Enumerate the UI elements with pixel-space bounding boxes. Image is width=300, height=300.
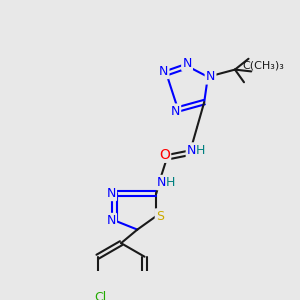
Text: S: S	[156, 209, 164, 223]
Text: N: N	[157, 176, 167, 189]
Text: N: N	[106, 187, 116, 200]
Text: N: N	[171, 105, 180, 118]
Text: O: O	[159, 148, 170, 162]
Text: H: H	[196, 143, 205, 157]
Text: N: N	[206, 70, 215, 83]
Text: N: N	[106, 214, 116, 227]
Text: C(CH₃)₃: C(CH₃)₃	[242, 61, 284, 71]
Text: Cl: Cl	[94, 291, 106, 300]
Text: N: N	[159, 65, 168, 78]
Text: N: N	[187, 143, 196, 157]
Text: H: H	[166, 176, 176, 189]
Text: N: N	[182, 57, 192, 70]
